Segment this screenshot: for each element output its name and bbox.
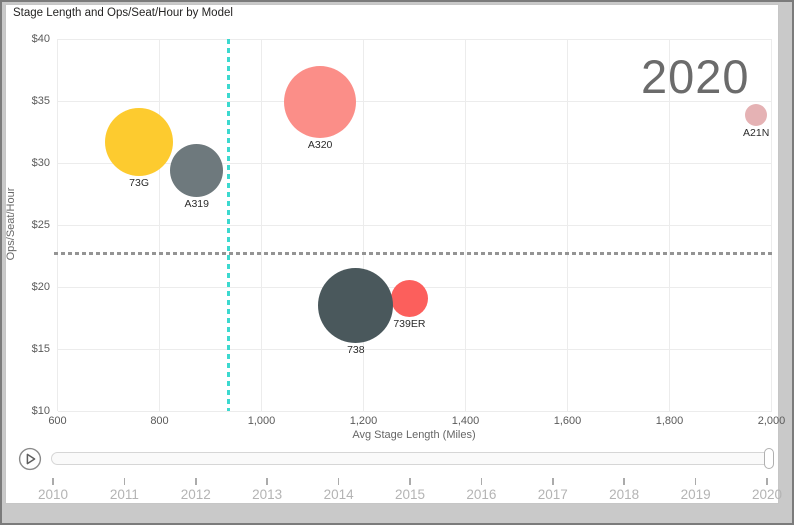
gridline-horizontal [57, 100, 772, 102]
year-label-2018[interactable]: 2018 [609, 487, 640, 502]
x-tick-label: 1,000 [247, 415, 276, 427]
bubble-a320[interactable]: A320 [284, 66, 357, 151]
year-label-2011[interactable]: 2011 [109, 487, 139, 502]
play-axis-tick [480, 478, 483, 485]
plot-area: 2020 73G A319 A320 A21N 739ER 738 [53, 38, 774, 412]
bubble-a21n[interactable]: A21N [743, 103, 769, 139]
play-axis-tick [623, 478, 625, 485]
gridline-vertical [771, 39, 772, 411]
play-axis-tick [409, 478, 411, 485]
reference-line-horizontal [53, 252, 774, 255]
play-button-circle [18, 447, 42, 471]
bubble-label: 738 [347, 344, 365, 357]
y-tick-label: $25 [31, 218, 50, 231]
chart-title: Stage Length and Ops/Seat/Hour by Model [13, 7, 233, 19]
bubble-label: 739ER [393, 317, 426, 330]
year-label-2014[interactable]: 2014 [323, 487, 354, 502]
x-tick-label: 800 [150, 415, 169, 427]
bubble-label: A320 [307, 139, 333, 152]
play-axis-tick [694, 478, 697, 485]
y-tick-label: $30 [31, 156, 50, 169]
x-tick-label: 2,000 [757, 415, 786, 427]
play-axis-tick [52, 478, 54, 485]
gridline-horizontal [57, 348, 772, 350]
y-tick-label: $20 [31, 280, 50, 293]
bubble-739er[interactable]: 739ER [390, 279, 428, 330]
bubble-label: 73G [129, 176, 150, 189]
gridline-horizontal [57, 162, 772, 164]
year-label-2019[interactable]: 2019 [680, 487, 711, 502]
play-axis-slider-handle[interactable] [764, 448, 774, 469]
x-tick-label: 1,400 [451, 415, 480, 427]
y-tick-label: $35 [31, 94, 50, 107]
play-button[interactable] [18, 447, 42, 471]
y-tick-label: $10 [31, 404, 50, 417]
play-axis-slider-track[interactable] [51, 448, 774, 469]
play-axis-tick [266, 478, 268, 485]
y-tick-label: $40 [31, 32, 50, 45]
year-label-2017[interactable]: 2017 [537, 487, 568, 502]
play-icon [26, 453, 36, 465]
x-tick-label: 1,200 [349, 415, 378, 427]
year-label-2013[interactable]: 2013 [252, 487, 283, 502]
x-axis-title: Avg Stage Length (Miles) [352, 429, 476, 441]
y-tick-label: $15 [31, 342, 50, 355]
gridline-horizontal [57, 410, 772, 412]
x-tick-label: 1,600 [553, 415, 582, 427]
bubble-label: A319 [184, 197, 209, 210]
play-axis-tick [123, 478, 126, 485]
year-label-2012[interactable]: 2012 [180, 487, 211, 502]
bubble-73g[interactable]: 73G [105, 107, 174, 189]
play-axis-tick [766, 478, 768, 485]
bubble-a319[interactable]: A319 [170, 143, 224, 210]
gridline-horizontal [57, 224, 772, 226]
x-tick-label: 600 [48, 415, 67, 427]
x-tick-label: 1,800 [655, 415, 684, 427]
bubble-738[interactable]: 738 [318, 268, 394, 356]
play-axis-tick [337, 478, 340, 485]
play-axis-tick [195, 478, 197, 485]
play-axis-tick [552, 478, 554, 485]
play-axis-year-watermark: 2020 [640, 50, 750, 103]
bubble-label: A21N [743, 126, 770, 139]
year-label-2015[interactable]: 2015 [394, 487, 426, 502]
gridline-horizontal [57, 38, 772, 40]
reference-line-vertical [226, 39, 230, 411]
year-label-2010[interactable]: 2010 [37, 487, 69, 502]
year-label-2016[interactable]: 2016 [466, 487, 497, 502]
year-label-2020[interactable]: 2020 [751, 487, 783, 502]
